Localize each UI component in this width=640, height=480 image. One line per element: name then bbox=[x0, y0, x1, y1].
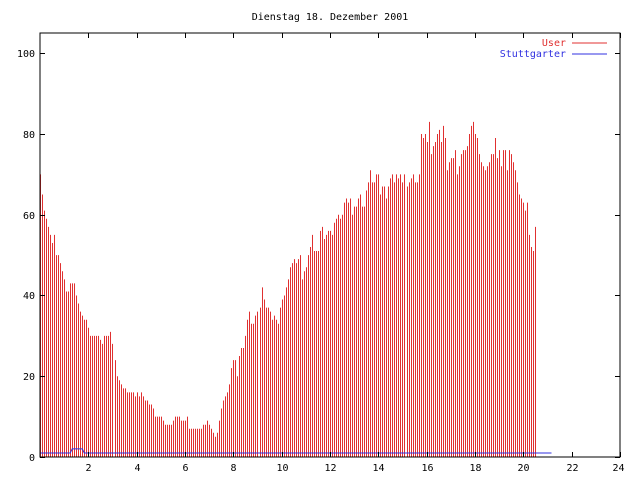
x-tick-label: 4 bbox=[134, 463, 140, 474]
stuttgarter-line bbox=[40, 448, 552, 454]
y-tick-label: 100 bbox=[17, 49, 35, 60]
x-tick-label: 14 bbox=[372, 463, 384, 474]
x-tick-label: 22 bbox=[566, 463, 578, 474]
x-tick-label: 10 bbox=[276, 463, 288, 474]
user-bars bbox=[40, 121, 536, 457]
x-tick-label: 24 bbox=[612, 463, 624, 474]
x-tick-label: 20 bbox=[517, 463, 529, 474]
x-tick-label: 18 bbox=[469, 463, 481, 474]
legend-stuttgarter-label: Stuttgarter bbox=[500, 49, 566, 60]
legend-user-label: User bbox=[542, 38, 566, 49]
x-tick-label: 16 bbox=[421, 463, 433, 474]
y-tick-label: 80 bbox=[23, 130, 35, 141]
y-tick-label: 40 bbox=[23, 291, 35, 302]
legend: User Stuttgarter bbox=[500, 38, 607, 60]
x-tick-label: 2 bbox=[85, 463, 91, 474]
x-tick-label: 12 bbox=[324, 463, 336, 474]
y-tick-label: 0 bbox=[29, 453, 35, 464]
x-tick-label: 8 bbox=[230, 463, 236, 474]
y-tick-label: 20 bbox=[23, 372, 35, 383]
chart-title: Dienstag 18. Dezember 2001 bbox=[252, 12, 409, 23]
x-tick-label: 6 bbox=[182, 463, 188, 474]
y-tick-label: 60 bbox=[23, 211, 35, 222]
stuttgarter-line-group bbox=[40, 448, 552, 454]
